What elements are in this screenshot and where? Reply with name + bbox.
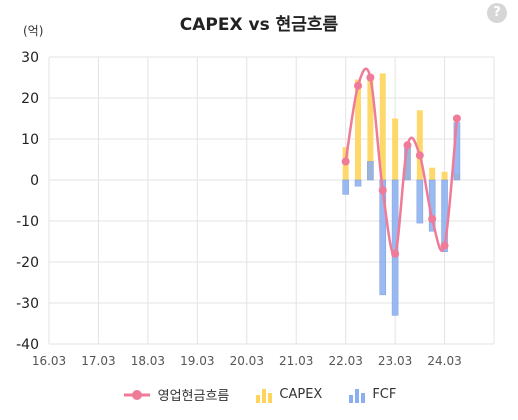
y-tick-label: -20	[16, 255, 39, 271]
ocf-point	[391, 249, 400, 258]
capex-bar	[392, 118, 399, 180]
ocf-point	[341, 157, 350, 166]
y-tick-label: 30	[21, 50, 39, 66]
y-tick-label: 20	[21, 91, 39, 107]
x-tick-labels: 16.03 17.03 18.03 19.03 20.03 21.03 22.03 23.03…	[32, 354, 462, 368]
legend-item-fcf[interactable]: FCF	[348, 387, 396, 403]
legend-item-capex[interactable]: CAPEX	[255, 387, 322, 403]
y-tick-label: 0	[30, 173, 39, 189]
x-tick-label: 23.03	[378, 354, 412, 368]
fcf-bar	[342, 179, 349, 195]
legend-label-fcf: FCF	[372, 387, 397, 402]
y-tick-label: -30	[16, 296, 39, 312]
x-tick-label: 17.03	[81, 354, 115, 368]
capex-bar	[355, 79, 362, 180]
fcf-bar	[416, 179, 424, 224]
x-tick-label: 22.03	[328, 354, 362, 368]
ocf-point	[452, 114, 461, 123]
capex-bar	[416, 110, 423, 180]
y-tick-labels: 30 20 10 0 -10 -20 -30 -40	[16, 50, 39, 353]
operating-cashflow-line	[341, 67, 461, 258]
x-tick-label: 19.03	[180, 354, 214, 368]
legend-item-ocf[interactable]: 영업현금흐름	[122, 385, 230, 404]
x-tick-label: 24.03	[427, 354, 461, 368]
legend-label-capex: CAPEX	[279, 387, 323, 402]
fcf-bar	[354, 179, 362, 187]
line-marker-icon	[123, 389, 150, 400]
legend-label-ocf: 영업현금흐름	[157, 389, 230, 404]
capex-bar	[379, 73, 386, 180]
bars	[342, 73, 461, 316]
capex-bar	[367, 75, 374, 180]
ocf-point	[366, 73, 375, 82]
bar-chart-icon	[349, 388, 366, 403]
x-tick-label: 18.03	[131, 354, 165, 368]
x-tick-label: 20.03	[230, 354, 264, 368]
capex-bar	[441, 171, 448, 180]
x-tick-label: 16.03	[32, 354, 66, 368]
ocf-point	[354, 81, 363, 90]
ocf-line-path	[344, 67, 459, 256]
ocf-point	[403, 141, 412, 150]
y-tick-label: 10	[21, 132, 39, 148]
fcf-bar	[367, 161, 374, 181]
ocf-point	[378, 186, 387, 195]
y-tick-label: -10	[16, 214, 39, 230]
x-tick-label: 21.03	[279, 354, 313, 368]
legend: 영업현금흐름 CAPEX FCF	[0, 385, 518, 404]
ocf-point	[440, 241, 449, 250]
ocf-point	[415, 151, 424, 160]
help-icon[interactable]: ?	[487, 3, 507, 23]
y-axis-unit-label: (억)	[23, 24, 44, 38]
chart-plot: 30 20 10 0 -10 -20 -30 -40 16.03 17.03 18.03 19.03…	[16, 50, 495, 368]
y-tick-label: -40	[16, 337, 39, 353]
chart-title: CAPEX vs 현금흐름	[179, 15, 339, 35]
capex-bar	[429, 167, 436, 180]
bar-chart-icon	[256, 388, 273, 403]
ocf-point	[428, 214, 437, 223]
